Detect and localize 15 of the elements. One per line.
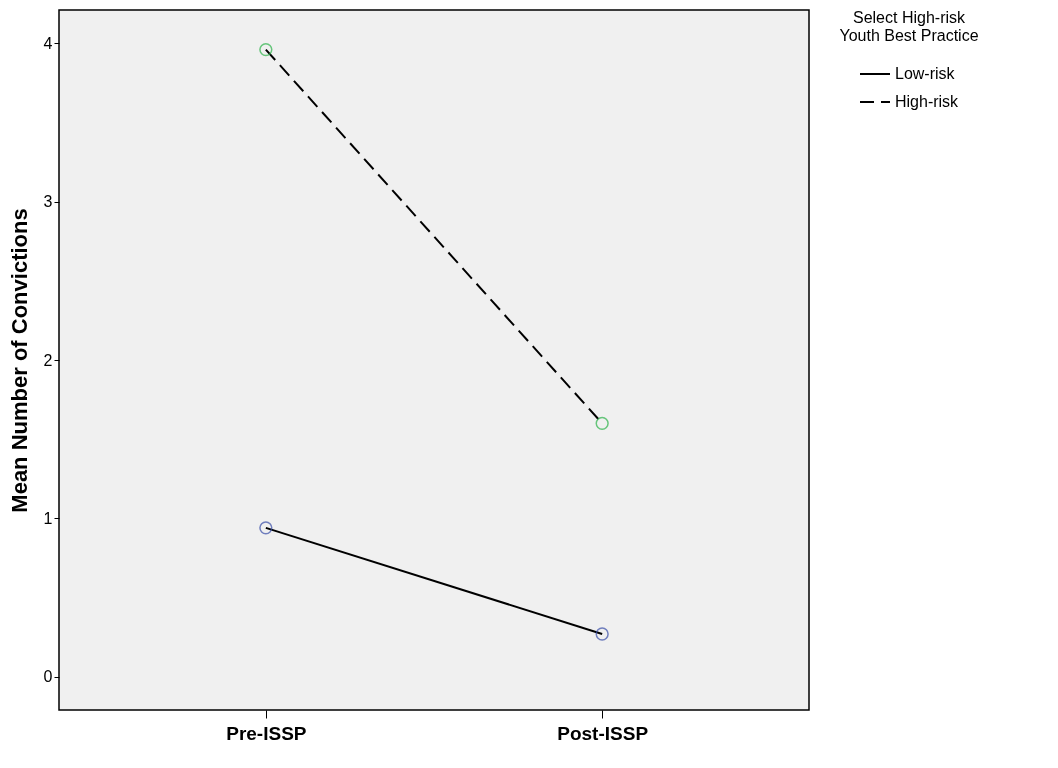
- legend-title: Select High-risk Youth Best Practice: [839, 9, 979, 44]
- y-tick-label: 2: [43, 351, 53, 369]
- point: [259, 521, 273, 535]
- y-tick-label: 0: [43, 668, 53, 686]
- x-tick-label: Post-ISSP: [557, 722, 649, 744]
- point: [595, 416, 609, 430]
- x-tick-label: Pre-ISSP: [226, 722, 307, 744]
- point: [259, 42, 273, 57]
- y-tick-label: 1: [43, 509, 53, 527]
- y-tick-label: 3: [43, 193, 53, 211]
- y-axis-title: Mean Number of Convictions: [6, 208, 32, 513]
- point: [595, 627, 609, 641]
- legend-label: High-risk: [895, 93, 960, 110]
- y-tick-label: 4: [43, 34, 53, 52]
- legend-label: Low-risk: [895, 65, 956, 82]
